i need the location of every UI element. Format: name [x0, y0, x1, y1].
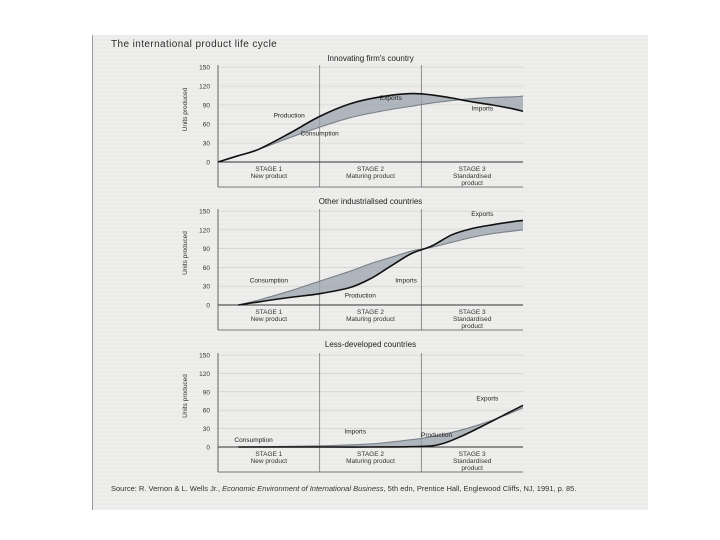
- y-tick-label: 0: [206, 160, 210, 167]
- y-tick-label: 90: [203, 103, 211, 110]
- y-tick-label: 120: [199, 371, 210, 378]
- annotation-exports: Exports: [380, 95, 403, 102]
- series-line-production: [238, 219, 524, 306]
- y-tick-label: 150: [199, 353, 210, 360]
- annotation-exports: Exports: [471, 211, 494, 218]
- stage-number-label: STAGE 3: [459, 166, 486, 173]
- stage-name-label: New product: [251, 458, 288, 465]
- trade-gap-area: [238, 220, 524, 305]
- y-tick-label: 30: [203, 426, 211, 433]
- stage-number-label: STAGE 3: [459, 451, 486, 458]
- stage-name-label: Standardised: [453, 458, 492, 465]
- annotation-imports: Imports: [471, 106, 493, 113]
- series-line-production: [217, 92, 524, 163]
- panel-title: Other industrialised countries: [319, 197, 423, 206]
- stage-name-label-cont: product: [461, 180, 483, 187]
- series-line-consumption: [238, 229, 524, 306]
- stage-number-label: STAGE 1: [255, 166, 282, 173]
- y-tick-label: 120: [199, 227, 210, 234]
- stage-name-label: Maturing product: [346, 173, 395, 180]
- chart-panel-1: Innovating firm's country 0 30 60 90 120 150 Un…: [182, 54, 524, 188]
- stage-name-label: New product: [251, 316, 288, 323]
- y-tick-label: 30: [203, 284, 211, 291]
- stage-number-label: STAGE 1: [255, 451, 282, 458]
- source-prefix: Source: R. Vernon & L. Wells Jr.,: [111, 484, 221, 493]
- annotation-imports: Imports: [395, 277, 417, 284]
- stage-name-label-cont: product: [461, 465, 483, 472]
- y-tick-label: 90: [203, 389, 211, 396]
- product-life-cycle-charts: Innovating firm's country 0 30 60 90 120 150 Un…: [182, 54, 524, 473]
- panel-title: Innovating firm's country: [327, 54, 413, 63]
- y-tick-label: 90: [203, 246, 211, 253]
- y-tick-label: 30: [203, 141, 211, 148]
- stage-number-label: STAGE 1: [255, 309, 282, 316]
- annotation-production: Production: [274, 113, 305, 120]
- annotation-production: Production: [345, 292, 376, 299]
- y-tick-label: 60: [203, 408, 211, 415]
- stage-number-label: STAGE 3: [459, 309, 486, 316]
- stage-name-label: Standardised: [453, 316, 492, 323]
- y-tick-label: 120: [199, 84, 210, 91]
- panel-title: Less-developed countries: [325, 340, 416, 349]
- annotation-exports: Exports: [476, 395, 499, 402]
- annotation-production: Production: [421, 432, 452, 439]
- stage-name-label: New product: [251, 173, 288, 180]
- figure-title: The international product life cycle: [111, 39, 278, 50]
- chart-panel-2: Other industrialised countries 0 30 60 90 120…: [182, 197, 524, 331]
- stage-number-label: STAGE 2: [357, 166, 384, 173]
- y-axis-label: Units produced: [182, 87, 189, 131]
- y-tick-label: 0: [206, 445, 210, 452]
- y-axis-label: Units produced: [182, 231, 189, 275]
- y-axis-label: Units produced: [182, 374, 189, 418]
- annotation-consumption: Consumption: [234, 437, 273, 444]
- series-line-production: [238, 404, 524, 448]
- source-book-title: Economic Environment of International Bu…: [222, 484, 384, 493]
- annotation-consumption: Consumption: [250, 277, 289, 284]
- chart-panel-3: Less-developed countries 0 30 60 90 120 150 Uni…: [182, 340, 524, 473]
- y-tick-label: 0: [206, 303, 210, 310]
- stage-name-label: Standardised: [453, 173, 492, 180]
- annotation-consumption: Consumption: [301, 130, 340, 137]
- y-tick-label: 150: [199, 65, 210, 72]
- stage-number-label: STAGE 2: [357, 451, 384, 458]
- stage-name-label: Maturing product: [346, 316, 395, 323]
- stage-name-label-cont: product: [461, 323, 483, 330]
- y-tick-label: 60: [203, 265, 211, 272]
- source-suffix: , 5th edn, Prentice Hall, Englewood Clif…: [383, 484, 577, 493]
- scanned-figure-page: The international product life cycle Inn…: [92, 35, 648, 510]
- annotation-imports: Imports: [344, 429, 366, 436]
- trade-gap-area: [218, 93, 523, 162]
- source-citation: Source: R. Vernon & L. Wells Jr., Econom…: [111, 484, 631, 494]
- trade-gap-area: [238, 405, 524, 447]
- y-tick-label: 150: [199, 209, 210, 216]
- stage-number-label: STAGE 2: [357, 309, 384, 316]
- stage-name-label: Maturing product: [346, 458, 395, 465]
- series-line-consumption: [238, 407, 524, 448]
- y-tick-label: 60: [203, 122, 211, 129]
